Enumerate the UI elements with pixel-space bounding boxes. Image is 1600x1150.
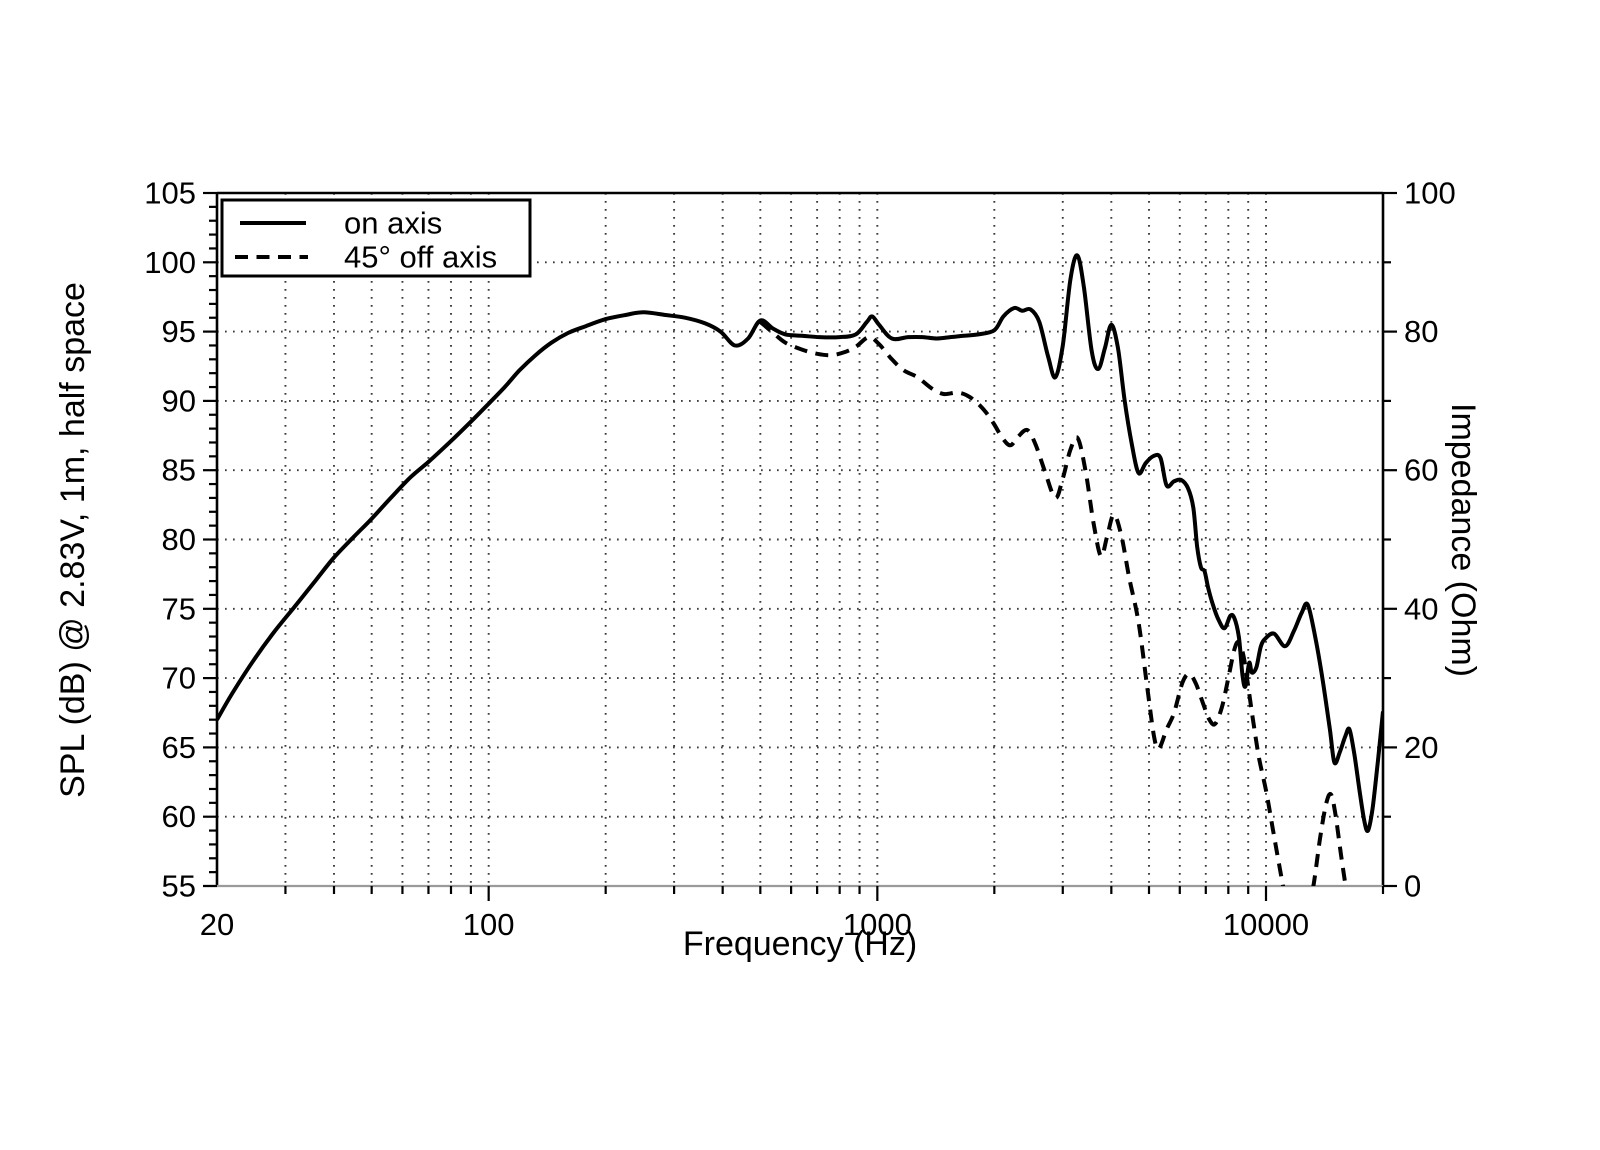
left-tick-label: 95 bbox=[162, 314, 196, 349]
curves bbox=[217, 253, 1383, 886]
left-tick-label: 65 bbox=[162, 730, 196, 765]
bottom-tick-label: 20 bbox=[200, 907, 234, 942]
legend-box bbox=[220, 198, 532, 278]
legend-on-axis-label: on axis bbox=[344, 206, 442, 241]
on-axis-curve bbox=[217, 253, 1383, 834]
left-tick-label: 60 bbox=[162, 799, 196, 834]
axes bbox=[203, 191, 1397, 901]
right-tick-label: 80 bbox=[1404, 314, 1438, 349]
left-tick-label: 55 bbox=[162, 869, 196, 904]
right-tick-label: 20 bbox=[1404, 730, 1438, 765]
right-tick-label: 40 bbox=[1404, 591, 1438, 626]
left-tick-label: 100 bbox=[144, 245, 196, 280]
bottom-tick-label: 100 bbox=[463, 907, 515, 942]
right-y-axis-title: Impedance (Ohm) bbox=[1444, 403, 1482, 677]
bottom-tick-label: 1000 bbox=[843, 907, 912, 942]
left-tick-label: 80 bbox=[162, 522, 196, 557]
left-y-axis-title: SPL (dB) @ 2.83V, 1m, half space bbox=[54, 282, 92, 798]
legend: on axis 45° off axis bbox=[220, 198, 532, 278]
right-tick-label: 60 bbox=[1404, 453, 1438, 488]
off-axis-curve bbox=[759, 320, 1348, 886]
left-tick-label: 75 bbox=[162, 591, 196, 626]
bottom-tick-label: 10000 bbox=[1223, 907, 1309, 942]
left-tick-label: 85 bbox=[162, 453, 196, 488]
x-axis-title: Frequency (Hz) bbox=[683, 925, 917, 963]
left-tick-label: 105 bbox=[144, 176, 196, 211]
right-tick-label: 100 bbox=[1404, 176, 1456, 211]
right-tick-label: 0 bbox=[1404, 869, 1421, 904]
legend-off-axis-label: 45° off axis bbox=[344, 240, 497, 275]
tick-labels: 105 100 95 90 85 80 75 70 65 60 55 100 80 60 40 20 0 20 10… bbox=[144, 176, 1455, 943]
left-tick-label: 90 bbox=[162, 383, 196, 418]
grid bbox=[217, 193, 1383, 886]
left-tick-label: 70 bbox=[162, 661, 196, 696]
